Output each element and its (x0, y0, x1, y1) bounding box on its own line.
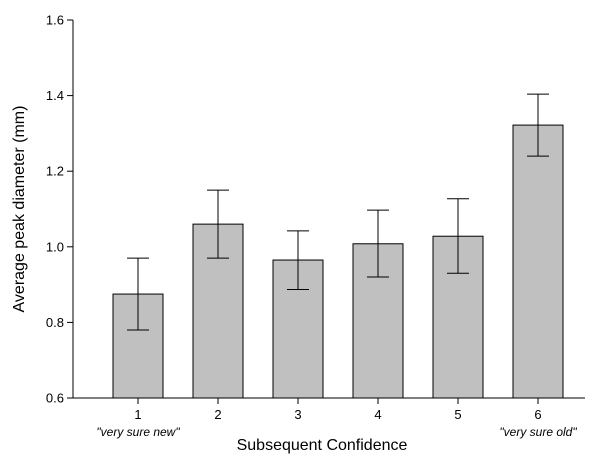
y-tick-label: 1.0 (46, 239, 64, 254)
x-tick-label: 3 (294, 407, 301, 422)
y-tick-label: 0.8 (46, 315, 64, 330)
bars (112, 124, 564, 399)
x-tick-label: 6 (534, 407, 541, 422)
x-tick-label: 5 (454, 407, 461, 422)
y-tick-label: 0.6 (46, 391, 64, 406)
x-tick-label: 2 (214, 407, 221, 422)
y-axis-title: Average peak diameter (mm) (11, 106, 28, 313)
y-tick-label: 1.6 (46, 13, 64, 28)
annotation-very-sure-old: "very sure old" (499, 425, 577, 439)
annotation-very-sure-new: "very sure new" (96, 425, 180, 439)
x-tick-label: 1 (134, 407, 141, 422)
bar (512, 124, 564, 399)
x-tick-label: 4 (374, 407, 381, 422)
x-ticks: 1 2 3 4 5 6 (134, 398, 542, 422)
y-ticks: 0.6 0.8 1.0 1.2 1.4 1.6 (46, 13, 73, 406)
y-tick-label: 1.2 (46, 164, 64, 179)
error-bars (127, 93, 549, 331)
bar (352, 243, 404, 399)
y-tick-label: 1.4 (46, 88, 64, 103)
x-axis-title: Subsequent Confidence (237, 437, 408, 454)
